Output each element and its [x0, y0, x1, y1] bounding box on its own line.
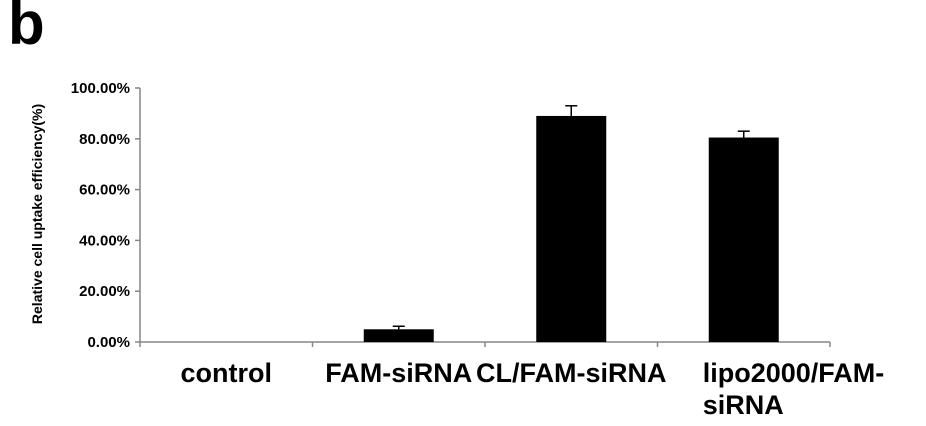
error-bars	[392, 105, 750, 330]
x-tick-label: FAM-siRNA	[325, 358, 472, 388]
y-ticks: 0.00% 20.00% 40.00% 60.00% 80.00% 100.00%	[71, 80, 831, 351]
bar	[536, 115, 607, 342]
y-tick-label: 0.00%	[87, 334, 130, 351]
y-tick-label: 40.00%	[79, 232, 130, 249]
y-tick-label: 60.00%	[79, 182, 130, 199]
x-tick-labels: control FAM-siRNA CL/FAM-siRNA lipo2000/FAM…	[181, 358, 885, 420]
y-tick-label: 80.00%	[79, 131, 130, 148]
y-axis-label: Relative cell uptake efficiency(%)	[29, 104, 45, 324]
x-tick-label: control	[181, 358, 273, 388]
panel-label: b	[8, 0, 45, 57]
bar	[708, 137, 779, 342]
x-tick-label: CL/FAM-siRNA	[476, 358, 667, 388]
bar	[363, 329, 434, 342]
bars	[363, 115, 779, 342]
y-tick-label: 20.00%	[79, 283, 130, 300]
x-tick-label: lipo2000/FAM-siRNA	[703, 358, 885, 420]
y-tick-label: 100.00%	[71, 80, 130, 97]
